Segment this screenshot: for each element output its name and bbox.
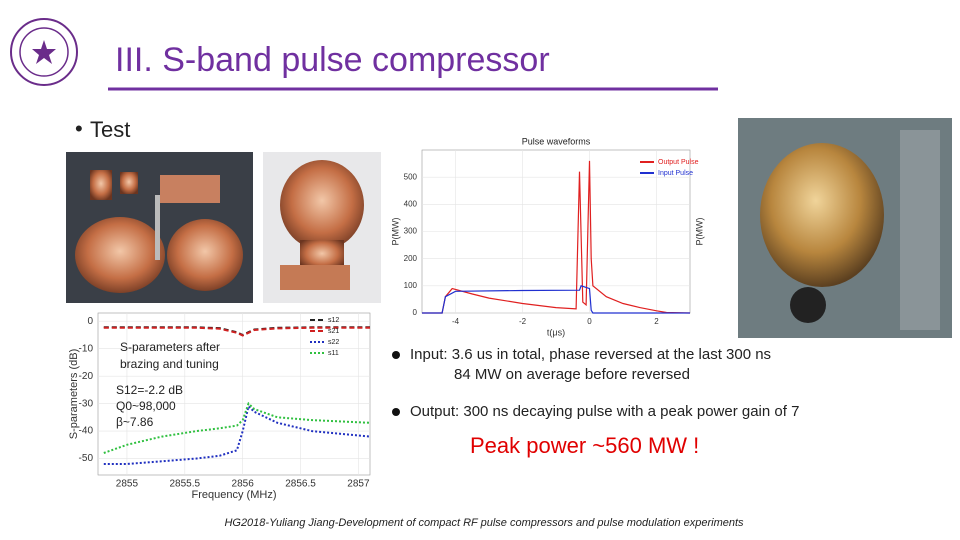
y-tick-label: 0 bbox=[87, 316, 93, 327]
x-axis-label: Frequency (MHz) bbox=[192, 489, 277, 501]
footer: HG2018-Yuliang Jiang-Development of comp… bbox=[224, 517, 744, 529]
pulse-chart: -4 -2 0 2 0 100 200 300 400 500 Pulse waveforms t(μ… bbox=[390, 136, 704, 337]
note-bullet bbox=[392, 351, 400, 359]
annotation: S-parameters after bbox=[120, 340, 220, 354]
legend-label: s11 bbox=[328, 350, 339, 357]
y-tick-label: -50 bbox=[79, 453, 94, 464]
x-axis-label: t(μs) bbox=[547, 327, 565, 337]
legend-label: s12 bbox=[328, 317, 339, 324]
note-text: 84 MW on average before reversed bbox=[454, 366, 690, 383]
photo-assembly bbox=[263, 152, 381, 303]
annotation: β~7.86 bbox=[116, 415, 154, 429]
y-tick-label: 500 bbox=[404, 172, 418, 181]
series-line bbox=[103, 404, 371, 465]
x-tick-label: 2855 bbox=[116, 479, 139, 490]
y-axis-label: S-parameters (dB) bbox=[68, 349, 80, 439]
x-tick-label: 2856 bbox=[232, 479, 255, 490]
peak-note: Peak power ~560 MW ! bbox=[470, 433, 699, 458]
note-text: Input: 3.6 us in total, phase reversed a… bbox=[410, 346, 771, 363]
slide-title: III. S-band pulse compressor bbox=[115, 41, 550, 79]
annotation: brazing and tuning bbox=[120, 357, 219, 371]
bullet-text: Test bbox=[90, 117, 130, 142]
note-text: Output: 300 ns decaying pulse with a pea… bbox=[410, 403, 799, 420]
y-tick-label: -40 bbox=[79, 426, 94, 437]
legend-label: s22 bbox=[328, 339, 339, 346]
y2-axis-label: P(MW) bbox=[694, 218, 704, 246]
series-line bbox=[103, 326, 370, 337]
series-line bbox=[103, 401, 371, 454]
y-tick-label: 0 bbox=[413, 308, 418, 317]
y-tick-label: -20 bbox=[79, 371, 94, 382]
y-tick-label: -10 bbox=[79, 343, 94, 354]
pulse-chart-bg bbox=[392, 132, 722, 342]
sparam-chart-bg bbox=[70, 308, 376, 504]
note-bullet bbox=[392, 408, 400, 416]
logo bbox=[10, 18, 78, 86]
x-tick-label: 2855.5 bbox=[170, 479, 201, 490]
annotation: S12=-2.2 dB bbox=[116, 383, 183, 397]
photo-parts bbox=[66, 152, 253, 303]
y-tick-label: 100 bbox=[404, 281, 418, 290]
bullet-marker: • bbox=[75, 116, 83, 141]
sparam-chart: 2855 2855.5 2856 2856.5 2857 0 -10 -20 -30 -40 -50… bbox=[68, 312, 371, 501]
x-tick-label: -4 bbox=[452, 317, 460, 326]
x-tick-label: -2 bbox=[519, 317, 527, 326]
annotation: Q0~98,000 bbox=[116, 399, 176, 413]
x-tick-label: 2 bbox=[654, 317, 659, 326]
legend-label: Input Pulse bbox=[658, 170, 693, 177]
series-line bbox=[422, 160, 691, 314]
y-axis-label: P(MW) bbox=[390, 218, 400, 246]
chart-title: Pulse waveforms bbox=[522, 136, 591, 146]
x-tick-label: 2857 bbox=[347, 479, 370, 490]
y-tick-label: 400 bbox=[404, 199, 418, 208]
legend-label: Output Pulse bbox=[658, 159, 699, 166]
legend-label: s21 bbox=[328, 328, 339, 335]
x-tick-label: 0 bbox=[587, 317, 592, 326]
photo-test-stand bbox=[738, 118, 952, 338]
y-tick-label: -30 bbox=[79, 398, 94, 409]
y-tick-label: 200 bbox=[404, 254, 418, 263]
y-tick-label: 300 bbox=[404, 227, 418, 236]
series-line bbox=[422, 285, 690, 314]
x-tick-label: 2856.5 bbox=[285, 479, 316, 490]
plot-frame bbox=[97, 312, 371, 476]
